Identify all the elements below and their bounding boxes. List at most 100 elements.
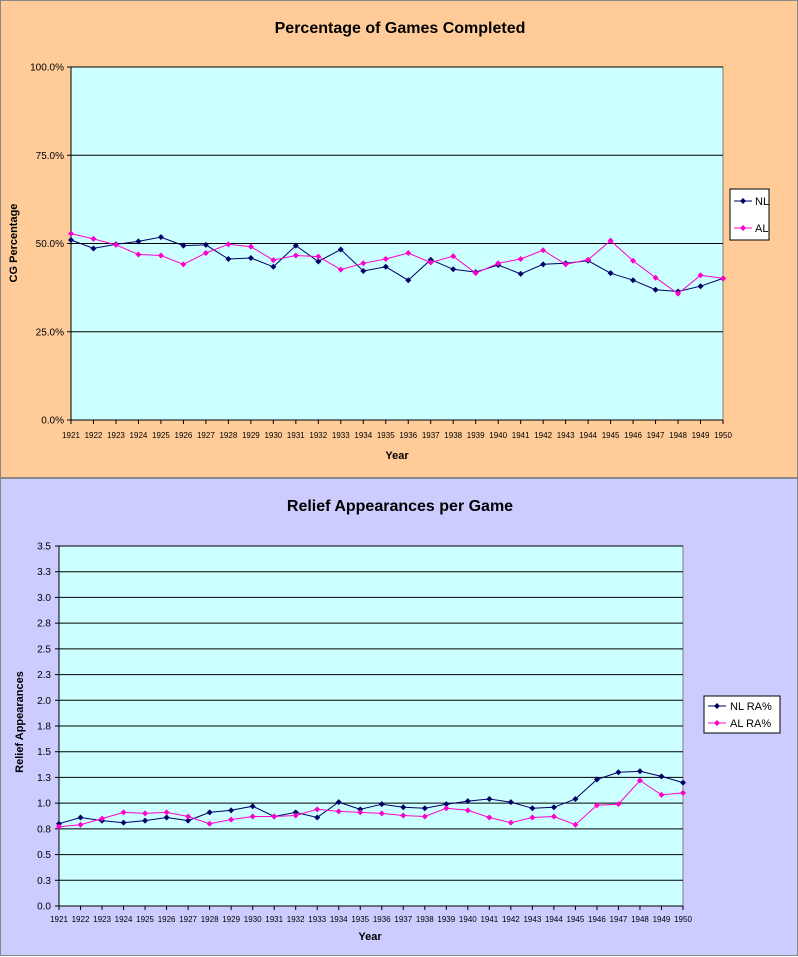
data-point xyxy=(315,258,322,265)
data-point xyxy=(292,242,299,249)
data-point xyxy=(157,252,164,259)
data-point xyxy=(271,813,278,820)
x-tick-label: 1946 xyxy=(588,915,606,924)
x-tick-label: 1938 xyxy=(444,431,462,440)
data-point xyxy=(607,270,614,277)
x-tick-label: 1927 xyxy=(179,915,197,924)
chart-title: Relief Appearances per Game xyxy=(287,498,513,515)
x-tick-label: 1928 xyxy=(201,915,219,924)
x-tick-label: 1948 xyxy=(631,915,649,924)
legend-marker-al xyxy=(714,720,720,726)
chart-panel-cg-percentage: Percentage of Games Completed 0.0% 25.0% 5… xyxy=(0,0,798,478)
x-tick-label: 1940 xyxy=(459,915,477,924)
x-tick-label: 1935 xyxy=(377,431,395,440)
x-tick-labels: 1921 1922 1923 1924 1925 1926 1927 1928 1929 1930… xyxy=(50,915,692,924)
data-point xyxy=(421,813,428,820)
series-line-al xyxy=(58,779,684,828)
y-tick-label: 0.0% xyxy=(41,416,64,427)
x-tick-label: 1925 xyxy=(136,915,154,924)
data-point xyxy=(314,806,321,813)
data-point xyxy=(335,808,342,815)
x-tick-labels: 1921 1922 1923 1924 1925 1926 1927 1928 1929 1930… xyxy=(62,431,732,440)
data-point xyxy=(636,777,643,784)
series-line-nl xyxy=(58,770,684,825)
data-point xyxy=(630,277,637,284)
y-tick-label: 25.0% xyxy=(36,327,64,338)
data-point xyxy=(630,257,637,264)
data-point xyxy=(163,814,170,821)
x-tick-label: 1942 xyxy=(534,431,552,440)
series-lines xyxy=(68,230,726,297)
x-tick-label: 1924 xyxy=(115,915,133,924)
x-tick-label: 1949 xyxy=(653,915,671,924)
data-point xyxy=(225,241,232,248)
data-point xyxy=(652,274,659,281)
cg-percentage-chart: Percentage of Games Completed 0.0% 25.0% 5… xyxy=(8,20,770,462)
x-tick-label: 1934 xyxy=(354,431,372,440)
data-point xyxy=(357,806,364,813)
data-point xyxy=(572,821,579,828)
data-point xyxy=(120,809,127,816)
y-axis-title: CG Percentage xyxy=(8,204,20,283)
data-point xyxy=(135,251,142,258)
data-point xyxy=(486,796,493,803)
x-tick-label: 1942 xyxy=(502,915,520,924)
y-tick-label: 2.0 xyxy=(37,696,51,707)
data-point xyxy=(550,813,557,820)
data-point xyxy=(360,268,367,275)
data-point xyxy=(56,823,62,830)
data-point xyxy=(443,801,450,808)
x-tick-label: 1943 xyxy=(557,431,575,440)
y-tick-label: 50.0% xyxy=(36,239,64,250)
x-tick-label: 1927 xyxy=(197,431,215,440)
data-point xyxy=(658,791,665,798)
x-tick-label: 1932 xyxy=(287,915,305,924)
y-tick-label: 1.3 xyxy=(37,773,51,784)
x-tick-label: 1925 xyxy=(152,431,170,440)
legend-label-al: AL RA% xyxy=(730,718,771,730)
data-point xyxy=(357,809,364,816)
x-tick-label: 1928 xyxy=(219,431,237,440)
data-point xyxy=(112,241,119,248)
data-point xyxy=(421,805,428,812)
data-point xyxy=(270,263,277,270)
data-point xyxy=(464,807,471,814)
data-point xyxy=(680,789,686,796)
y-tick-label: 1.5 xyxy=(37,747,51,758)
x-tick-label: 1931 xyxy=(287,431,305,440)
x-tick-label: 1949 xyxy=(692,431,710,440)
x-tick-label: 1929 xyxy=(222,915,240,924)
data-point xyxy=(382,256,389,263)
x-tick-label: 1936 xyxy=(399,431,417,440)
data-point xyxy=(142,810,149,817)
x-tick-label: 1941 xyxy=(512,431,530,440)
y-tick-label: 75.0% xyxy=(36,151,64,162)
data-point xyxy=(68,230,74,237)
x-tick-label: 1945 xyxy=(602,431,620,440)
grid-lines xyxy=(55,545,684,910)
y-tick-label: 2.3 xyxy=(37,670,51,681)
x-tick-label: 1923 xyxy=(93,915,111,924)
data-point xyxy=(450,266,457,273)
data-point xyxy=(517,256,524,263)
y-tick-label: 0.8 xyxy=(37,824,51,835)
legend-label-nl: NL xyxy=(755,196,769,208)
x-tick-label: 1921 xyxy=(62,431,80,440)
data-point xyxy=(314,814,321,821)
y-tick-label: 100.0% xyxy=(30,63,64,74)
data-point xyxy=(99,815,106,822)
data-point xyxy=(607,237,614,244)
grid-lines xyxy=(67,66,724,424)
x-tick-label: 1939 xyxy=(467,431,485,440)
data-point xyxy=(405,250,412,257)
data-point xyxy=(270,257,277,264)
y-tick-label: 0.3 xyxy=(37,876,51,887)
data-point xyxy=(202,241,209,248)
legend: NL RA% AL RA% xyxy=(703,695,781,734)
data-point xyxy=(180,242,187,249)
y-axis-title: Relief Appearances xyxy=(14,671,26,773)
data-point xyxy=(382,263,389,270)
legend-box xyxy=(729,188,770,241)
data-point xyxy=(405,277,412,284)
data-point xyxy=(163,809,170,816)
